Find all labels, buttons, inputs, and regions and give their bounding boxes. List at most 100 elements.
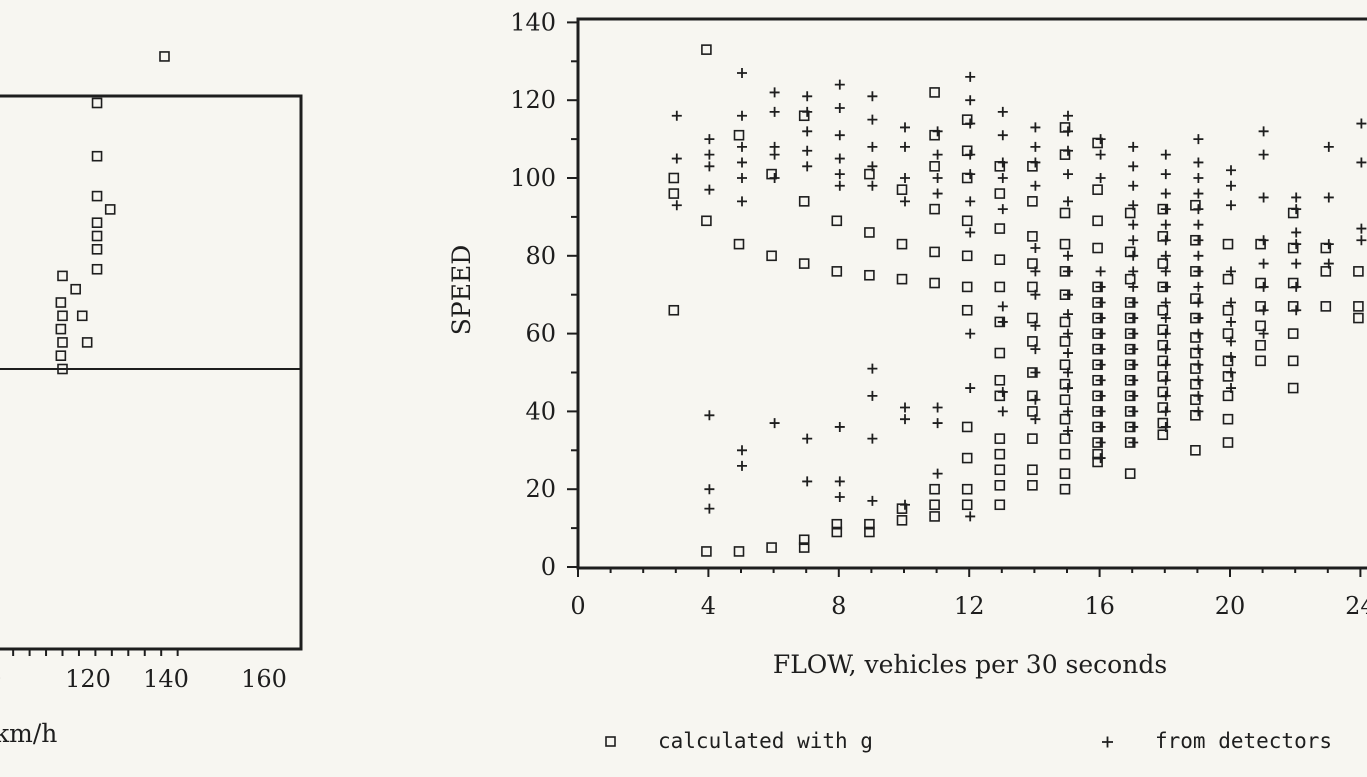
data-point-plus xyxy=(1258,305,1269,316)
data-point-plus xyxy=(737,196,747,207)
data-point-square xyxy=(929,499,940,511)
data-point-plus xyxy=(704,134,715,145)
data-point-plus xyxy=(1063,196,1073,207)
right-x-tick-labels: 0 4 8 12 16 20 24 xyxy=(570,592,1367,620)
x-tick-label: 12 xyxy=(954,592,985,620)
data-point-plus xyxy=(1030,394,1041,405)
left-plot-frame xyxy=(0,94,303,651)
data-point-plus xyxy=(1193,375,1204,386)
data-point-plus xyxy=(997,157,1008,168)
data-point-plus xyxy=(1128,421,1139,432)
data-point-plus xyxy=(1063,367,1073,378)
data-point-square xyxy=(961,483,973,495)
right-series-calculated-points xyxy=(668,44,1364,557)
data-point-plus xyxy=(1226,200,1236,211)
data-point-plus xyxy=(1095,421,1106,432)
data-point-plus xyxy=(867,180,878,191)
data-point-square xyxy=(994,374,1006,386)
data-point-square xyxy=(1027,258,1038,269)
data-point-plus xyxy=(1063,406,1073,417)
data-point-square xyxy=(1027,231,1038,242)
data-point-plus xyxy=(1128,406,1139,417)
data-point-plus xyxy=(997,386,1008,397)
data-point-square xyxy=(91,263,103,275)
data-point-square xyxy=(1222,328,1234,339)
data-point-square xyxy=(994,347,1006,359)
data-point-plus xyxy=(704,503,715,514)
data-point-plus xyxy=(1095,266,1106,277)
data-point-plus xyxy=(932,188,943,199)
data-point-square xyxy=(1320,266,1332,277)
legend-plus-marker xyxy=(1102,736,1113,748)
data-point-plus xyxy=(1063,348,1073,359)
right-x-ticks xyxy=(577,567,1362,577)
data-point-plus xyxy=(1095,344,1106,355)
data-point-plus xyxy=(671,153,682,164)
left-data-points xyxy=(55,51,170,375)
data-point-square xyxy=(733,238,745,250)
data-point-square xyxy=(55,323,67,335)
data-point-square xyxy=(55,350,67,362)
data-point-plus xyxy=(1160,344,1171,355)
data-point-square xyxy=(1027,406,1038,417)
x-tick-label: 160 xyxy=(241,665,287,693)
data-point-plus xyxy=(1128,437,1139,448)
data-point-plus xyxy=(1030,122,1041,133)
data-point-plus xyxy=(965,95,976,106)
data-point-square xyxy=(994,223,1006,234)
data-point-plus xyxy=(997,301,1008,312)
data-point-plus xyxy=(1095,453,1106,464)
data-point-plus xyxy=(1095,149,1106,160)
data-point-plus xyxy=(1356,157,1367,168)
data-point-plus xyxy=(867,363,878,374)
data-point-plus xyxy=(834,169,845,180)
data-point-plus xyxy=(1323,192,1334,203)
data-point-square xyxy=(1059,394,1071,406)
data-point-plus xyxy=(1193,297,1204,308)
data-point-plus xyxy=(1258,258,1269,269)
data-point-plus xyxy=(1226,336,1236,347)
data-point-square xyxy=(1124,468,1136,479)
data-point-plus xyxy=(704,484,715,495)
data-point-square xyxy=(798,534,810,546)
data-point-square xyxy=(91,230,103,242)
data-point-plus xyxy=(1128,344,1139,355)
data-point-plus xyxy=(802,145,813,156)
data-point-square xyxy=(896,184,908,195)
data-point-plus xyxy=(1128,266,1139,277)
data-point-square xyxy=(1255,320,1266,332)
data-point-square xyxy=(766,542,777,553)
data-point-plus xyxy=(965,227,976,238)
data-point-square xyxy=(1027,281,1038,293)
data-point-square xyxy=(798,196,810,207)
data-point-plus xyxy=(1226,165,1236,176)
data-point-plus xyxy=(1160,169,1171,180)
data-point-plus xyxy=(997,106,1008,117)
data-point-plus xyxy=(1095,281,1106,292)
data-point-plus xyxy=(1291,281,1302,292)
data-point-plus xyxy=(1291,258,1302,269)
data-point-square xyxy=(701,215,712,227)
data-point-plus xyxy=(1291,204,1302,215)
data-point-square xyxy=(55,297,67,308)
data-point-plus xyxy=(1128,281,1139,292)
data-point-square xyxy=(864,518,875,530)
data-point-square xyxy=(1059,413,1071,425)
data-point-plus xyxy=(1193,344,1204,355)
y-tick-label: 140 xyxy=(510,8,556,36)
data-point-plus xyxy=(1323,258,1334,269)
data-point-square xyxy=(994,499,1006,511)
data-point-plus xyxy=(834,421,845,432)
y-tick-label: 40 xyxy=(525,397,556,425)
data-point-plus xyxy=(1160,281,1171,292)
data-point-plus xyxy=(867,161,878,172)
data-point-plus xyxy=(1063,169,1073,180)
data-point-square xyxy=(961,499,973,511)
data-point-plus xyxy=(1063,309,1073,320)
data-point-plus xyxy=(1030,344,1041,355)
data-point-plus xyxy=(1063,328,1073,339)
right-y-tick-labels: 0 20 40 60 80 100 120 140 xyxy=(510,8,556,581)
data-point-plus xyxy=(1128,328,1139,339)
y-tick-label: 20 xyxy=(525,475,556,503)
